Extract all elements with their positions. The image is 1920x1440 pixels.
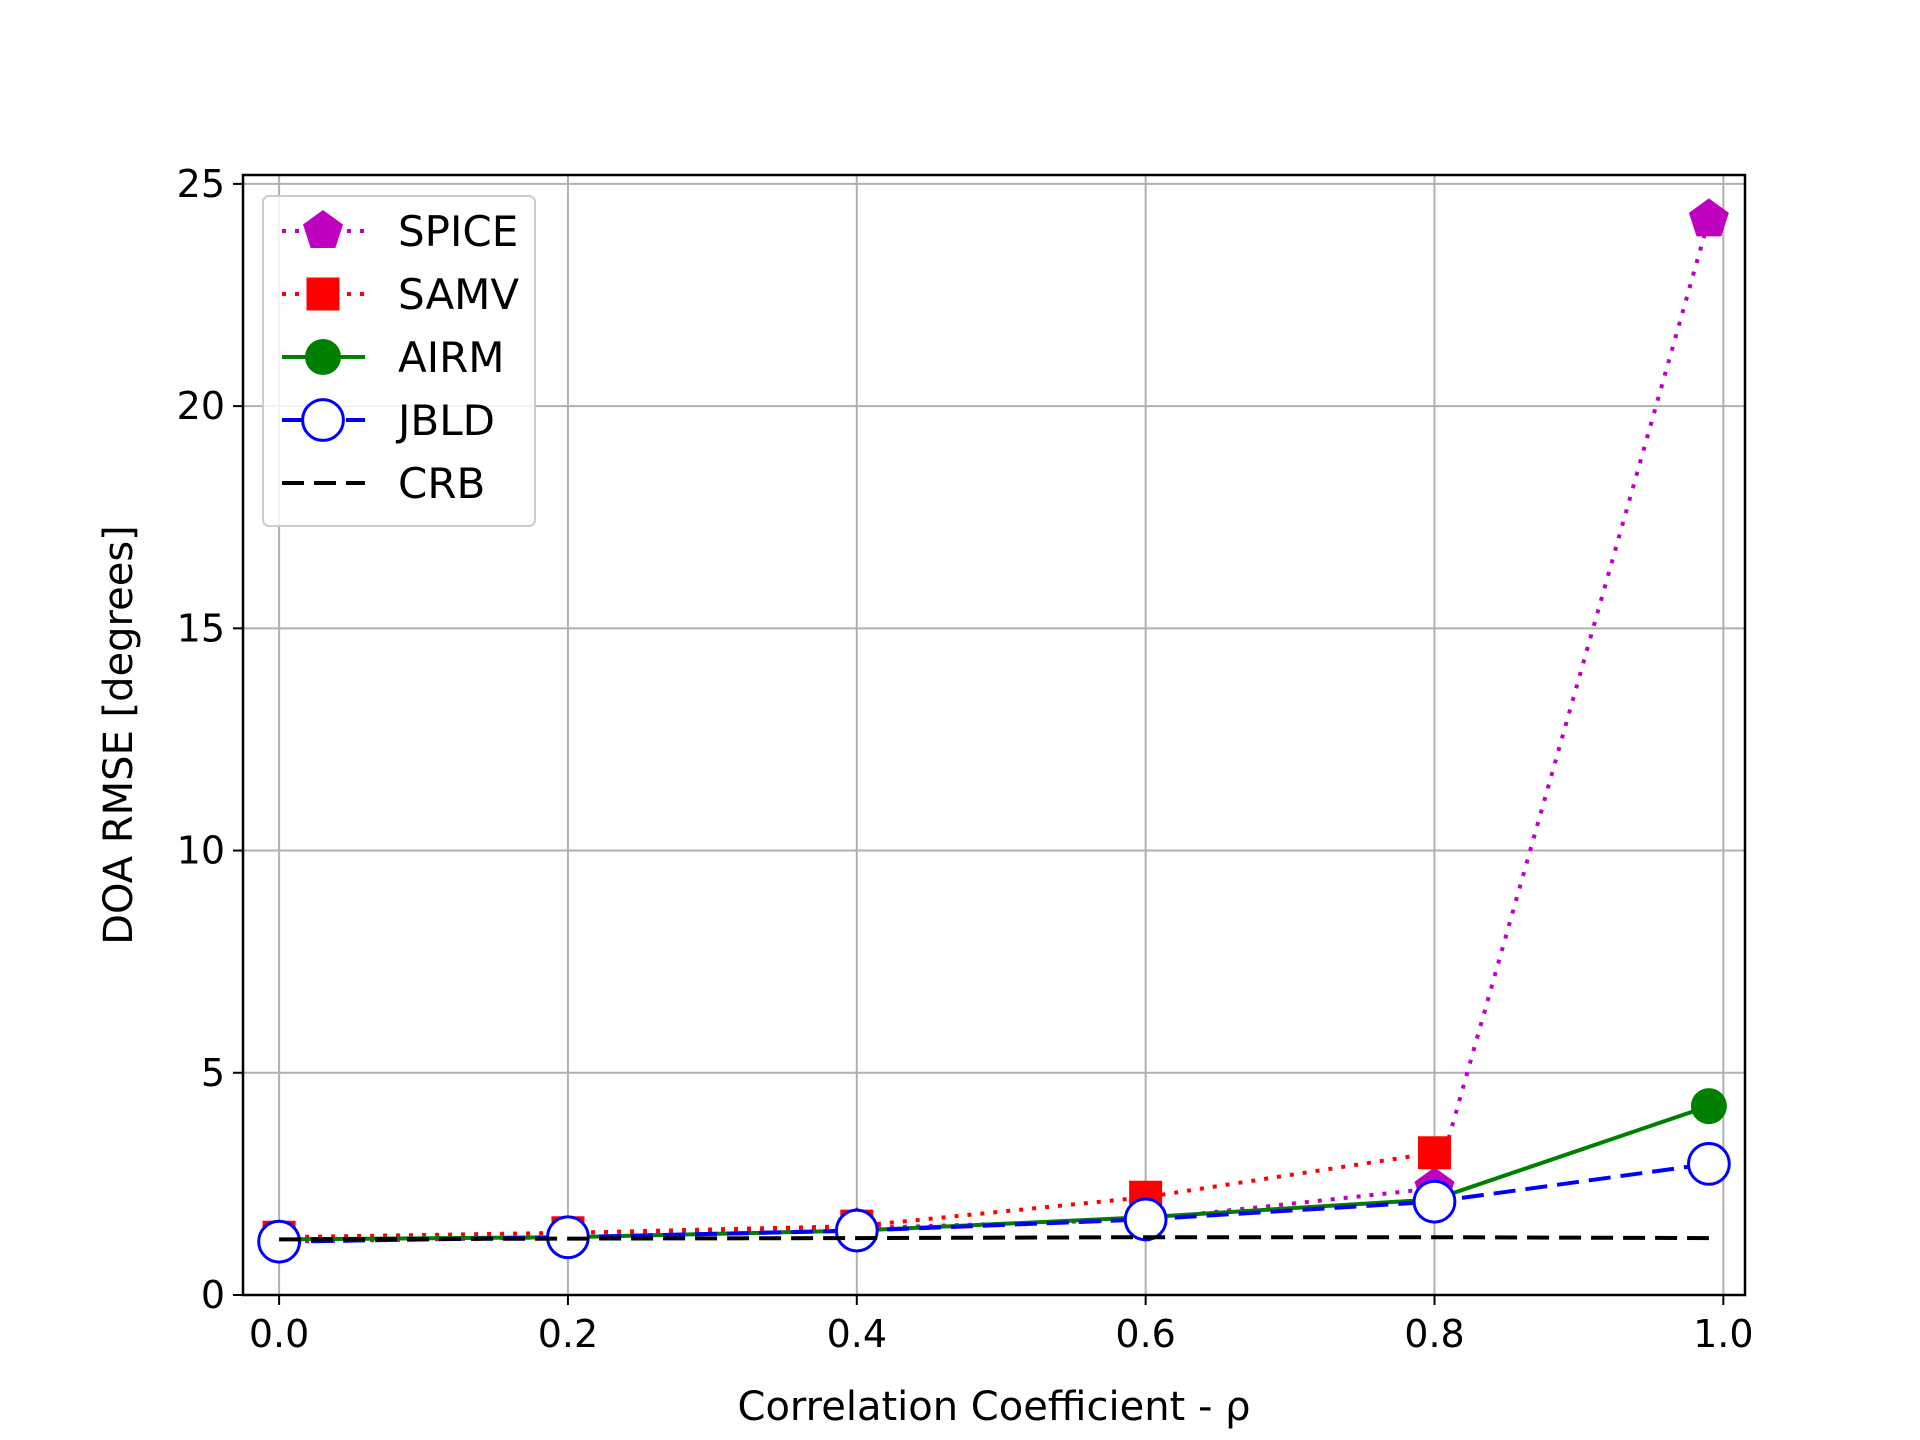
legend-marker-spice	[303, 209, 343, 248]
series-line-jbld	[279, 1161, 1710, 1244]
x-tick-label: 0.2	[538, 1312, 598, 1356]
data-point-jbld	[257, 1219, 302, 1264]
plot-frame	[241, 173, 1747, 1297]
series-line-crb	[279, 1235, 1709, 1242]
data-point-airm	[1690, 1088, 1727, 1125]
data-point-jbld	[834, 1208, 879, 1253]
y-tick-label: 0	[201, 1273, 225, 1317]
series-jbld	[257, 1141, 1731, 1264]
series-layer	[257, 198, 1731, 1264]
x-tick-label: 1.0	[1693, 1312, 1753, 1356]
legend-label-crb: CRB	[398, 459, 485, 508]
y-tick-label: 15	[177, 606, 225, 650]
x-axis-label: Correlation Coefficient - ρ	[738, 1384, 1251, 1430]
data-point-jbld	[1412, 1179, 1457, 1224]
series-airm	[261, 1088, 1727, 1258]
y-tick-label: 10	[177, 829, 225, 873]
legend-label-samv: SAMV	[398, 270, 519, 319]
legend-marker-samv	[306, 277, 340, 311]
series-crb	[279, 1235, 1709, 1242]
series-line-airm	[279, 1104, 1710, 1242]
x-tick-label: 0.8	[1404, 1312, 1464, 1356]
series-line-samv	[279, 1150, 1435, 1240]
data-point-jbld	[1686, 1141, 1731, 1186]
x-tick-label: 0.4	[827, 1312, 887, 1356]
legend-label-spice: SPICE	[398, 207, 518, 256]
y-tick-label: 5	[201, 1051, 225, 1095]
legend-label-airm: AIRM	[398, 333, 505, 382]
ticks: 0.0 0.2 0.4 0.6 0.8 1.0 0 5 10 15 20 25	[177, 162, 1754, 1356]
legend-marker-jbld	[301, 398, 345, 442]
y-tick-label: 25	[177, 162, 225, 206]
legend-label-jbld: JBLD	[395, 396, 495, 445]
x-tick-label: 0.6	[1115, 1312, 1175, 1356]
legend: SPICE SAMV AIRM JBLD CRB	[262, 195, 536, 527]
y-tick-label: 20	[177, 384, 225, 428]
data-point-spice	[1688, 198, 1729, 237]
x-tick-label: 0.0	[249, 1312, 309, 1356]
y-axis-label: DOA RMSE [degrees]	[96, 525, 142, 945]
legend-marker-airm	[305, 339, 341, 375]
data-point-jbld	[1123, 1197, 1168, 1242]
data-point-samv	[1417, 1136, 1451, 1170]
